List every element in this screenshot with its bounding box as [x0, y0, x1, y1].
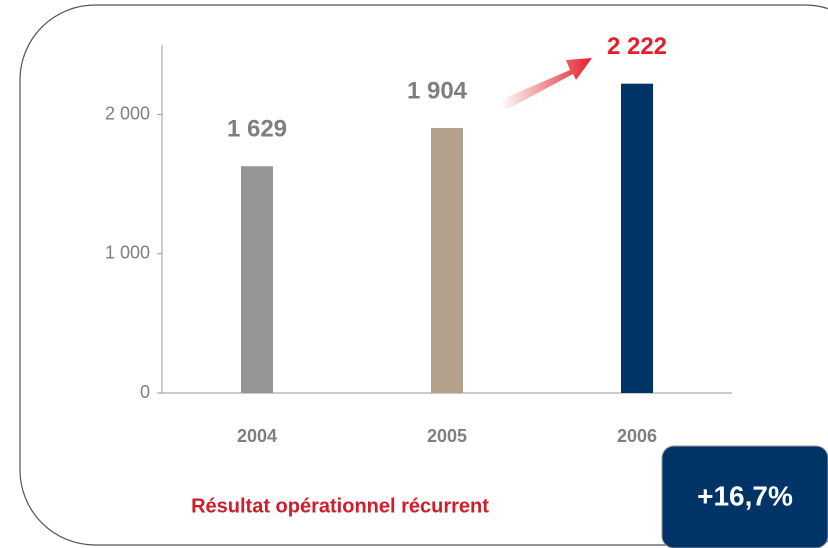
- frame: [19, 4, 828, 546]
- x-tick-label: 2005: [427, 426, 467, 446]
- y-tick-label: 1 000: [105, 243, 150, 263]
- value-label: 1 904: [407, 77, 468, 104]
- x-tick-label: 2006: [617, 426, 657, 446]
- bar: [431, 127, 463, 394]
- y-tick-label: 0: [140, 382, 150, 402]
- y-tick-label: 2 000: [105, 103, 150, 123]
- x-tick-label: 2004: [237, 426, 277, 446]
- growth-annotation: +16,7%: [697, 480, 793, 511]
- value-label: 1 629: [227, 116, 287, 143]
- growth-badge: [661, 445, 828, 548]
- chart-title: Résultat opérationnel récurrent: [191, 495, 489, 517]
- bar: [241, 166, 273, 393]
- value-label: 2 222: [607, 33, 667, 60]
- bar: [621, 83, 653, 393]
- growth-arrow: [500, 58, 592, 110]
